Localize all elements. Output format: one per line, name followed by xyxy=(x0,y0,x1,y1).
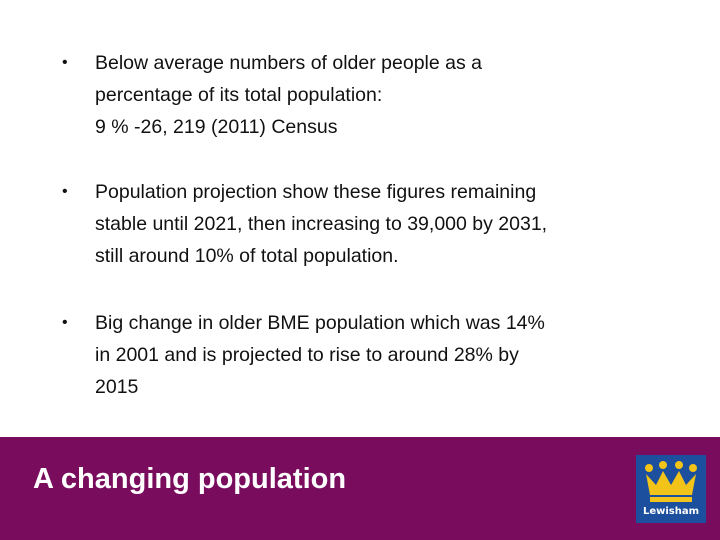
bullet-marker: • xyxy=(62,314,68,331)
bullet-marker: • xyxy=(62,54,68,71)
bullet-text: Big change in older BME population which… xyxy=(95,312,545,334)
bullet-item: • Population projection show these figure… xyxy=(62,176,702,272)
bullet-text: in 2001 and is projected to rise to arou… xyxy=(95,344,519,366)
logo-text: Lewisham xyxy=(643,506,699,517)
bullet-marker: • xyxy=(62,183,68,200)
bullet-item: • Below average numbers of older people a… xyxy=(62,47,702,143)
bullet-text: Below average numbers of older people as… xyxy=(95,52,482,74)
footer-band: A changing population Lewisham xyxy=(0,437,720,540)
logo-crown xyxy=(645,461,697,502)
slide-title: A changing population xyxy=(33,463,347,495)
bullet-text: still around 10% of total population. xyxy=(95,245,399,267)
bullet-item: • Big change in older BME population whic… xyxy=(62,307,702,403)
bullet-text: percentage of its total population: xyxy=(95,84,383,106)
bullet-text: 2015 xyxy=(95,376,139,398)
bullet-text: Population projection show these figures… xyxy=(95,181,537,203)
bullet-text: 9 % -26, 219 (2011) Census xyxy=(95,116,338,138)
bullet-text: stable until 2021, then increasing to 39… xyxy=(95,213,548,235)
logo: Lewisham xyxy=(636,455,706,523)
